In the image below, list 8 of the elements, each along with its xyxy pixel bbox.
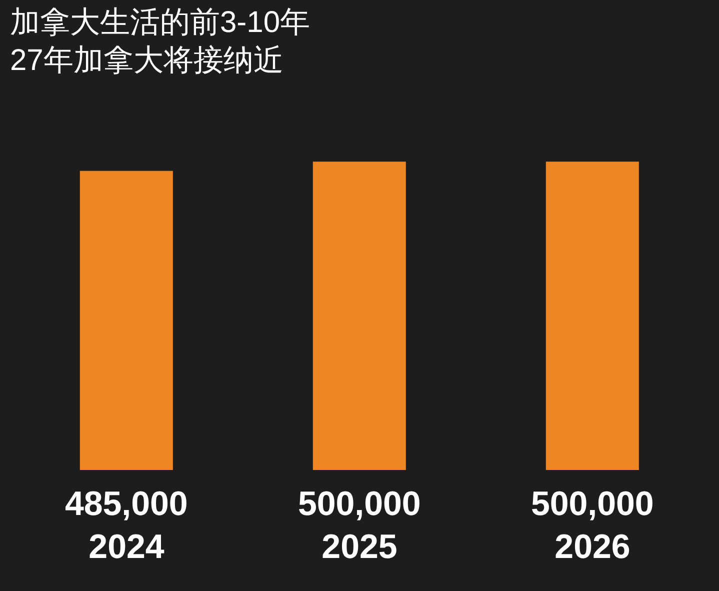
data-label: 485,000 xyxy=(64,485,188,523)
chart-subtitle: 27年加拿大将接纳近 xyxy=(10,43,284,79)
x-tick-label: 2025 xyxy=(322,528,398,566)
x-tick-label: 2024 xyxy=(88,528,164,566)
x-tick-label: 2026 xyxy=(554,528,630,566)
data-label: 500,000 xyxy=(530,485,654,523)
data-label: 500,000 xyxy=(298,485,421,523)
chart-title: 加拿大生活的前3-10年 xyxy=(10,5,310,41)
